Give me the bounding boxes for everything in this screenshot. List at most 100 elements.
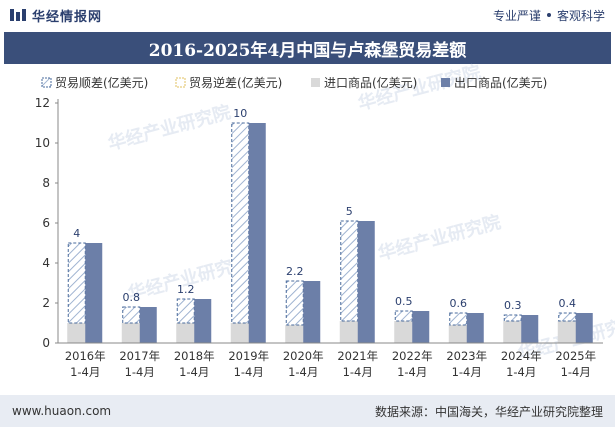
bar-imports <box>121 323 141 343</box>
x-tick-label: 2020年 1-4月 <box>283 349 324 379</box>
bar-group <box>394 310 430 343</box>
x-tick-label: 2023年 1-4月 <box>446 349 487 379</box>
legend-swatch <box>311 78 320 87</box>
x-tick-label-line: 1-4月 <box>343 365 373 379</box>
bar-trade-surplus <box>67 242 86 324</box>
data-labels: 4 0.8 1.2 10 2.2 5 0.5 0.6 0.3 0.4 <box>73 107 576 312</box>
legend-item: 进口商品(亿美元) <box>311 75 417 90</box>
bar-group <box>448 312 484 343</box>
legend-item: 贸易顺差(亿美元) <box>41 75 148 90</box>
bar-trade-surplus <box>285 280 304 326</box>
bar-trade-surplus <box>122 306 141 324</box>
x-tick-label-line: 2024年 <box>501 349 542 363</box>
legend-label: 贸易顺差(亿美元) <box>55 75 148 90</box>
x-tick-label-line: 1-4月 <box>288 365 318 379</box>
x-tick-label: 2018年 1-4月 <box>174 349 215 379</box>
x-tick-label-line: 2019年 <box>228 349 269 363</box>
bar-imports <box>448 325 468 343</box>
legend-swatch <box>175 77 186 88</box>
x-tick-label-line: 1-4月 <box>452 365 482 379</box>
bar-imports <box>230 323 250 343</box>
bar-trade-surplus <box>176 298 195 324</box>
legend-label: 出口商品(亿美元) <box>454 75 547 90</box>
bar-exports <box>194 299 212 343</box>
bar-exports <box>303 281 321 343</box>
x-tick-label: 2022年 1-4月 <box>392 349 433 379</box>
chart-title: 2016-2025年4月中国与卢森堡贸易差额 <box>148 40 467 61</box>
source-note: 数据来源：中国海关，华经产业研究院整理 <box>374 404 603 419</box>
bar-group <box>557 312 593 343</box>
bar-exports <box>412 311 430 343</box>
bar-trade-surplus <box>394 310 413 322</box>
bar-exports <box>357 221 375 343</box>
legend-swatch <box>441 78 450 87</box>
bar-group <box>285 280 321 343</box>
y-tick-label: 6 <box>42 216 50 230</box>
bar-trade-surplus <box>449 312 468 326</box>
data-label: 0.3 <box>504 299 522 312</box>
bar-exports <box>521 315 539 343</box>
y-tick-label: 0 <box>42 336 50 350</box>
bar-imports <box>557 321 577 343</box>
x-tick-label: 2016年 1-4月 <box>65 349 106 379</box>
x-tick-label-line: 1-4月 <box>561 365 591 379</box>
y-tick-label: 2 <box>42 296 50 310</box>
bar-group <box>121 306 157 343</box>
x-tick-label-line: 1-4月 <box>70 365 100 379</box>
x-tick-label-line: 2017年 <box>119 349 160 363</box>
bar-group <box>176 298 212 343</box>
bar-trade-surplus <box>231 122 250 324</box>
bar-imports <box>285 325 305 343</box>
x-tick-label-line: 2021年 <box>337 349 378 363</box>
x-tick-label-line: 1-4月 <box>506 365 536 379</box>
tagline-right: 客观科学 <box>556 8 605 23</box>
x-tick-label-line: 2025年 <box>555 349 596 363</box>
y-tick-label: 10 <box>35 136 50 150</box>
website-link[interactable]: www.huaon.com <box>12 404 112 418</box>
legend-swatch <box>41 77 52 88</box>
legend-item: 贸易逆差(亿美元) <box>175 75 282 90</box>
x-tick-label: 2019年 1-4月 <box>228 349 269 379</box>
bar-group <box>503 314 539 343</box>
bar-imports <box>339 321 359 343</box>
y-tick-label: 8 <box>42 176 50 190</box>
bars <box>67 122 593 343</box>
bar-imports <box>503 321 523 343</box>
legend-label: 进口商品(亿美元) <box>324 75 417 90</box>
bar-trade-surplus <box>340 220 359 322</box>
brand-logo-icon <box>10 9 26 21</box>
tagline-left: 专业严谨 <box>492 8 541 23</box>
bar-exports <box>575 313 593 343</box>
x-tick-label-line: 2016年 <box>65 349 106 363</box>
y-tick-label: 4 <box>42 256 50 270</box>
x-tick-label-line: 2022年 <box>392 349 433 363</box>
bar-exports <box>85 243 103 343</box>
x-tick-label: 2017年 1-4月 <box>119 349 160 379</box>
y-axis: 0 2 4 6 8 10 12 <box>35 96 59 350</box>
bar-imports <box>67 323 87 343</box>
bar-imports <box>176 323 196 343</box>
tagline-separator-icon <box>546 13 551 17</box>
bar-imports <box>394 321 414 343</box>
x-tick-label-line: 1-4月 <box>179 365 209 379</box>
x-tick-label: 2021年 1-4月 <box>337 349 378 379</box>
legend-item: 出口商品(亿美元) <box>441 75 547 90</box>
bar-trade-surplus <box>558 312 577 322</box>
data-label: 4 <box>73 227 80 240</box>
chart-area: 华经产业研究院华经产业研究院华经产业研究院华经产业研究院华经产业研究院 贸易顺差… <box>35 61 615 379</box>
y-tick-label: 12 <box>35 96 50 110</box>
data-label: 0.6 <box>450 297 468 310</box>
bar-exports <box>248 123 266 343</box>
x-tick-label-line: 2018年 <box>174 349 215 363</box>
bar-group <box>67 242 103 343</box>
data-label: 0.5 <box>395 295 413 308</box>
legend: 贸易顺差(亿美元) 贸易逆差(亿美元) 进口商品(亿美元) 出口商品(亿美元) <box>41 75 547 90</box>
data-label: 5 <box>346 205 353 218</box>
brand-name: 华经情报网 <box>32 9 103 25</box>
bar-exports <box>139 307 157 343</box>
watermark-text: 华经产业研究院 <box>376 211 503 265</box>
x-tick-label-line: 1-4月 <box>234 365 264 379</box>
x-tick-label-line: 2020年 <box>283 349 324 363</box>
data-label: 10 <box>233 107 247 120</box>
